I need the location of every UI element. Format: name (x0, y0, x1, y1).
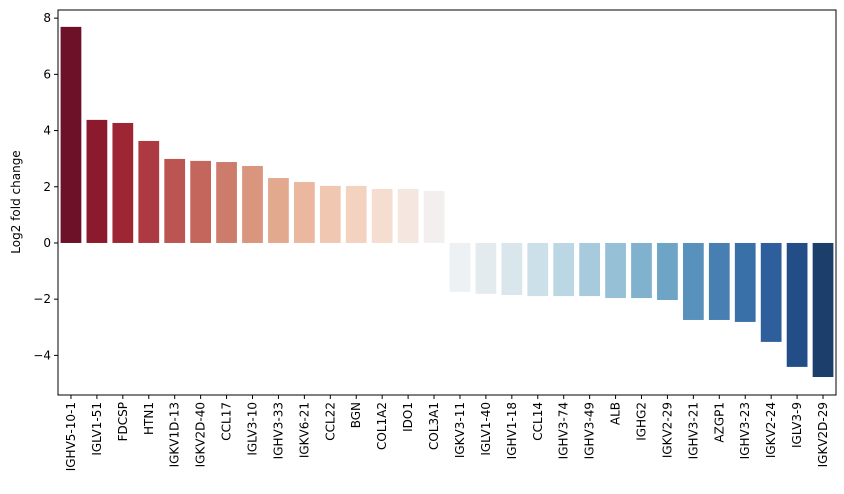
y-axis-label: Log2 fold change (9, 150, 23, 253)
bar (501, 242, 523, 295)
bar (812, 242, 834, 378)
plot-frame (57, 9, 837, 396)
bar (423, 190, 445, 243)
x-tick-label: FDCSP (116, 402, 130, 441)
bar (734, 242, 756, 322)
bar (579, 242, 601, 297)
x-tick-label: IGHV5-10-1 (64, 402, 78, 471)
bar (345, 185, 367, 243)
bar (682, 242, 704, 320)
x-tick-label: IGKV2D-40 (194, 402, 208, 467)
y-tick-label: 2 (43, 180, 51, 194)
x-tick-label: CCL14 (531, 402, 545, 441)
x-tick-label: IGHV1-18 (505, 402, 519, 459)
x-tick-label: IGKV1D-13 (168, 402, 182, 467)
x-tick-label: IGLV1-51 (90, 402, 104, 456)
bar (708, 242, 730, 320)
x-tick-label: IGKV2D-29 (816, 402, 830, 467)
x-tick-label: IGHV3-33 (271, 402, 285, 459)
bar (60, 26, 82, 243)
bar (553, 242, 575, 297)
x-tick-label: CCL22 (323, 402, 337, 441)
bar (138, 140, 160, 243)
x-tick-label: IGLV3-9 (790, 402, 804, 448)
x-tick-label: ALB (609, 402, 623, 425)
bar (475, 242, 497, 294)
bar (190, 160, 212, 243)
bar (397, 189, 419, 243)
x-tick-label: IGKV6-21 (297, 402, 311, 458)
x-tick-label: AZGP1 (712, 402, 726, 443)
bar (527, 242, 549, 297)
bar (293, 181, 315, 243)
y-tick-label: 0 (43, 236, 51, 250)
y-tick-label: −2 (33, 292, 51, 306)
x-tick-label: IGKV3-11 (453, 402, 467, 458)
bar (268, 178, 289, 243)
bar (216, 162, 237, 243)
bar (786, 242, 808, 367)
bar (631, 242, 652, 299)
bar (371, 189, 393, 243)
y-tick-label: 4 (43, 124, 51, 138)
x-tick-label: COL1A2 (375, 402, 389, 450)
bar (319, 185, 341, 243)
bar (242, 165, 263, 243)
x-tick-label: IGKV2-29 (660, 402, 674, 458)
x-tick-label: IGHV3-23 (738, 402, 752, 459)
bar (657, 242, 678, 301)
x-tick-label: IGHV3-21 (686, 402, 700, 459)
bar (164, 158, 186, 243)
bar (760, 242, 782, 342)
x-tick-label: IGHV3-74 (557, 402, 571, 459)
y-tick-label: −4 (33, 348, 51, 362)
y-tick-label: 8 (43, 11, 51, 25)
x-tick-label: IDO1 (401, 402, 415, 432)
x-tick-label: IGLV3-10 (246, 402, 260, 456)
x-tick-label: IGHV3-49 (583, 402, 597, 459)
x-tick-label: IGKV2-24 (764, 402, 778, 458)
y-tick-label: 6 (43, 67, 51, 81)
x-tick-label: BGN (349, 402, 363, 428)
x-tick-label: HTN1 (142, 402, 156, 435)
x-tick-label: COL3A1 (427, 402, 441, 450)
bar (86, 119, 108, 243)
x-tick-label: CCL17 (220, 402, 234, 441)
bar (605, 242, 626, 299)
x-tick-label: IGHG2 (635, 402, 649, 441)
x-tick-label: IGLV1-40 (479, 402, 493, 456)
bar (449, 242, 471, 292)
bar (112, 122, 134, 243)
